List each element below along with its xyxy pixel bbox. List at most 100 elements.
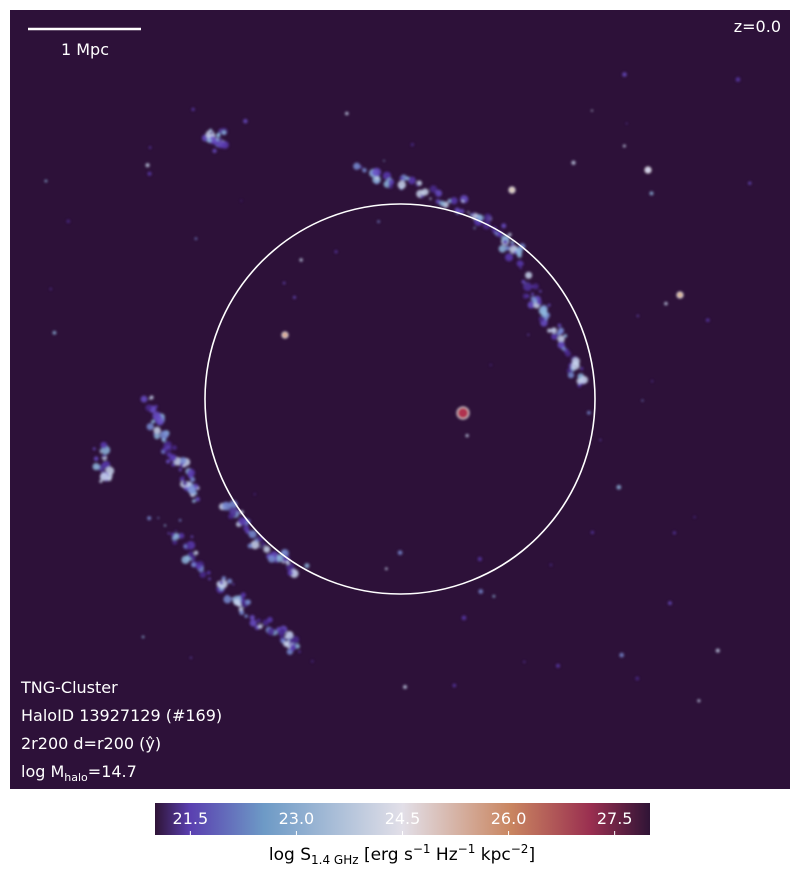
emission-dot <box>186 547 188 550</box>
emission-blob <box>469 213 473 217</box>
emission-blob <box>156 417 164 426</box>
emission-dot <box>44 179 48 183</box>
emission-blob <box>501 223 507 229</box>
emission-blob <box>167 447 172 452</box>
emission-blob <box>504 245 510 251</box>
emission-blob <box>195 496 200 502</box>
emission-blob <box>388 178 395 186</box>
emission-blob <box>505 253 514 262</box>
emission-blob <box>538 315 545 323</box>
emission-blob <box>498 244 507 253</box>
mass-sub: halo <box>64 771 88 784</box>
scale-label: 1 Mpc <box>61 40 109 59</box>
emission-dot <box>492 594 496 598</box>
emission-dot <box>397 550 403 556</box>
emission-blob <box>399 176 404 181</box>
emission-dot <box>145 163 150 168</box>
emission-blob <box>547 303 551 307</box>
emission-blob <box>250 540 260 550</box>
emission-blob <box>278 628 286 635</box>
label-text: Hz <box>431 845 458 865</box>
emission-dot <box>489 363 492 367</box>
emission-dot <box>384 567 388 571</box>
emission-blob <box>282 560 285 564</box>
emission-dot <box>243 118 248 124</box>
emission-blob <box>107 476 112 482</box>
emission-blob <box>140 395 148 403</box>
emission-dot <box>523 660 526 664</box>
emission-blob <box>199 571 207 578</box>
label-text: ] <box>528 845 535 865</box>
emission-dot <box>377 220 380 223</box>
emission-dot <box>240 199 243 202</box>
emission-blob <box>228 506 238 516</box>
emission-blob <box>289 638 295 644</box>
emission-blob <box>183 544 187 548</box>
emission-blob <box>161 450 165 454</box>
emission-blob <box>563 333 568 338</box>
emission-blob <box>219 580 224 585</box>
emission-dot <box>664 301 668 306</box>
emission-blob <box>557 323 562 328</box>
emission-blob <box>285 560 290 565</box>
label-sub: 1.4 GHz <box>311 853 359 867</box>
emission-dot <box>101 442 104 446</box>
colorbar-tick-label: 21.5 <box>173 809 209 828</box>
emission-dot <box>473 227 476 230</box>
emission-blob <box>435 199 441 204</box>
emission-blob <box>193 550 199 556</box>
emission-dot <box>625 122 628 125</box>
emission-blob <box>221 501 231 511</box>
emission-blob <box>190 477 196 483</box>
emission-blob <box>165 459 171 464</box>
emission-dot <box>191 107 195 111</box>
emission-blob <box>567 371 575 379</box>
emission-blob <box>580 366 584 371</box>
emission-blob <box>541 310 548 317</box>
emission-dot <box>334 250 338 254</box>
emission-blob <box>362 168 367 173</box>
emission-blob <box>247 543 253 549</box>
emission-blob <box>186 468 196 477</box>
emission-blob <box>99 449 102 452</box>
emission-blob <box>216 137 220 142</box>
emission-blob <box>288 642 291 645</box>
emission-dot <box>556 663 560 668</box>
emission-blob <box>510 243 514 247</box>
label-sup: −1 <box>413 842 431 856</box>
emission-blob <box>257 624 263 629</box>
colorbar <box>155 803 650 835</box>
emission-blob <box>145 404 153 412</box>
emission-dot <box>190 535 194 539</box>
emission-blob <box>439 200 445 207</box>
emission-blob <box>206 570 211 575</box>
emission-blob <box>174 529 178 532</box>
emission-blob <box>353 162 361 170</box>
emission-dot <box>622 72 627 77</box>
emission-blob <box>240 592 246 598</box>
emission-blob <box>483 213 492 222</box>
emission-blob <box>244 614 248 618</box>
emission-blob <box>557 335 565 343</box>
emission-blob <box>192 499 196 503</box>
emission-blob <box>191 562 196 568</box>
emission-blob <box>163 447 168 452</box>
emission-dot <box>590 109 593 112</box>
emission-blob <box>526 294 530 298</box>
mass-value: =14.7 <box>88 762 137 781</box>
emission <box>44 72 752 703</box>
bright-source <box>676 291 684 299</box>
bright-source <box>644 166 652 174</box>
bright-source <box>456 406 470 420</box>
emission-blob <box>249 619 257 627</box>
emission-blob <box>153 433 160 440</box>
emission-blob <box>99 451 102 454</box>
emission-blob <box>566 368 572 374</box>
emission-blob <box>216 132 221 137</box>
emission-dot <box>311 660 314 663</box>
emission-blob <box>415 183 419 187</box>
label-text: [erg s <box>359 845 413 865</box>
emission-blob <box>179 457 187 464</box>
emission-blob <box>283 641 289 647</box>
